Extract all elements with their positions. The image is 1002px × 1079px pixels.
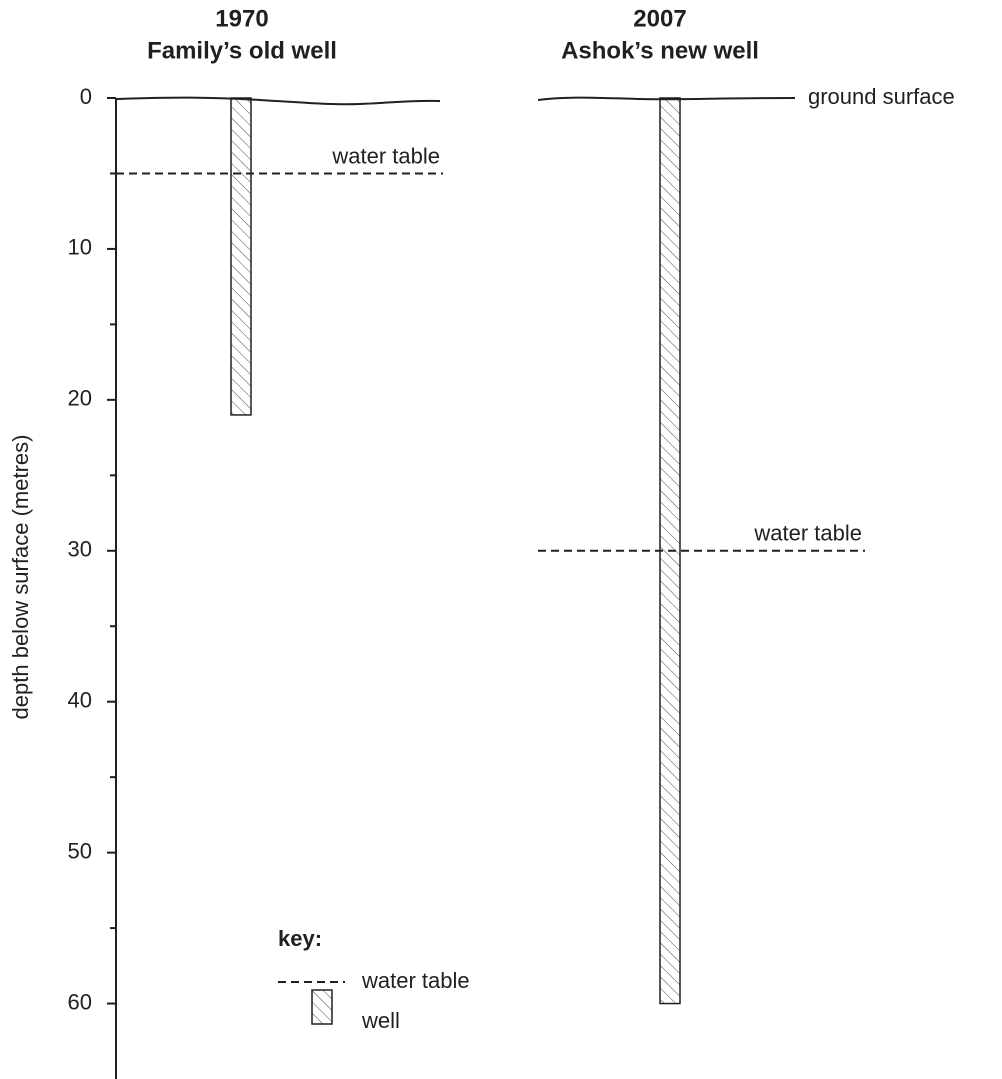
y-axis-label: depth below surface (metres) bbox=[8, 435, 33, 720]
y-tick-label: 50 bbox=[68, 838, 92, 863]
key-title: key: bbox=[278, 926, 322, 951]
ground-label: ground surface bbox=[808, 84, 955, 109]
year-title: 2007 bbox=[633, 5, 686, 32]
y-tick-label: 0 bbox=[80, 84, 92, 109]
key-label: water table bbox=[361, 968, 470, 993]
ground-line bbox=[115, 96, 441, 106]
water-table-label: water table bbox=[331, 143, 440, 168]
y-tick-label: 20 bbox=[68, 386, 92, 411]
key-well bbox=[311, 989, 333, 1025]
year-title: 1970 bbox=[215, 5, 268, 32]
y-tick-label: 10 bbox=[68, 235, 92, 260]
y-tick-label: 30 bbox=[68, 537, 92, 562]
well-title: Ashok’s new well bbox=[561, 37, 759, 64]
y-tick-label: 60 bbox=[68, 989, 92, 1014]
water-table-label: water table bbox=[753, 521, 862, 546]
y-tick-label: 40 bbox=[68, 688, 92, 713]
well bbox=[230, 97, 252, 416]
well-title: Family’s old well bbox=[147, 37, 337, 64]
key-label: well bbox=[361, 1008, 400, 1033]
ground-line bbox=[537, 96, 796, 101]
